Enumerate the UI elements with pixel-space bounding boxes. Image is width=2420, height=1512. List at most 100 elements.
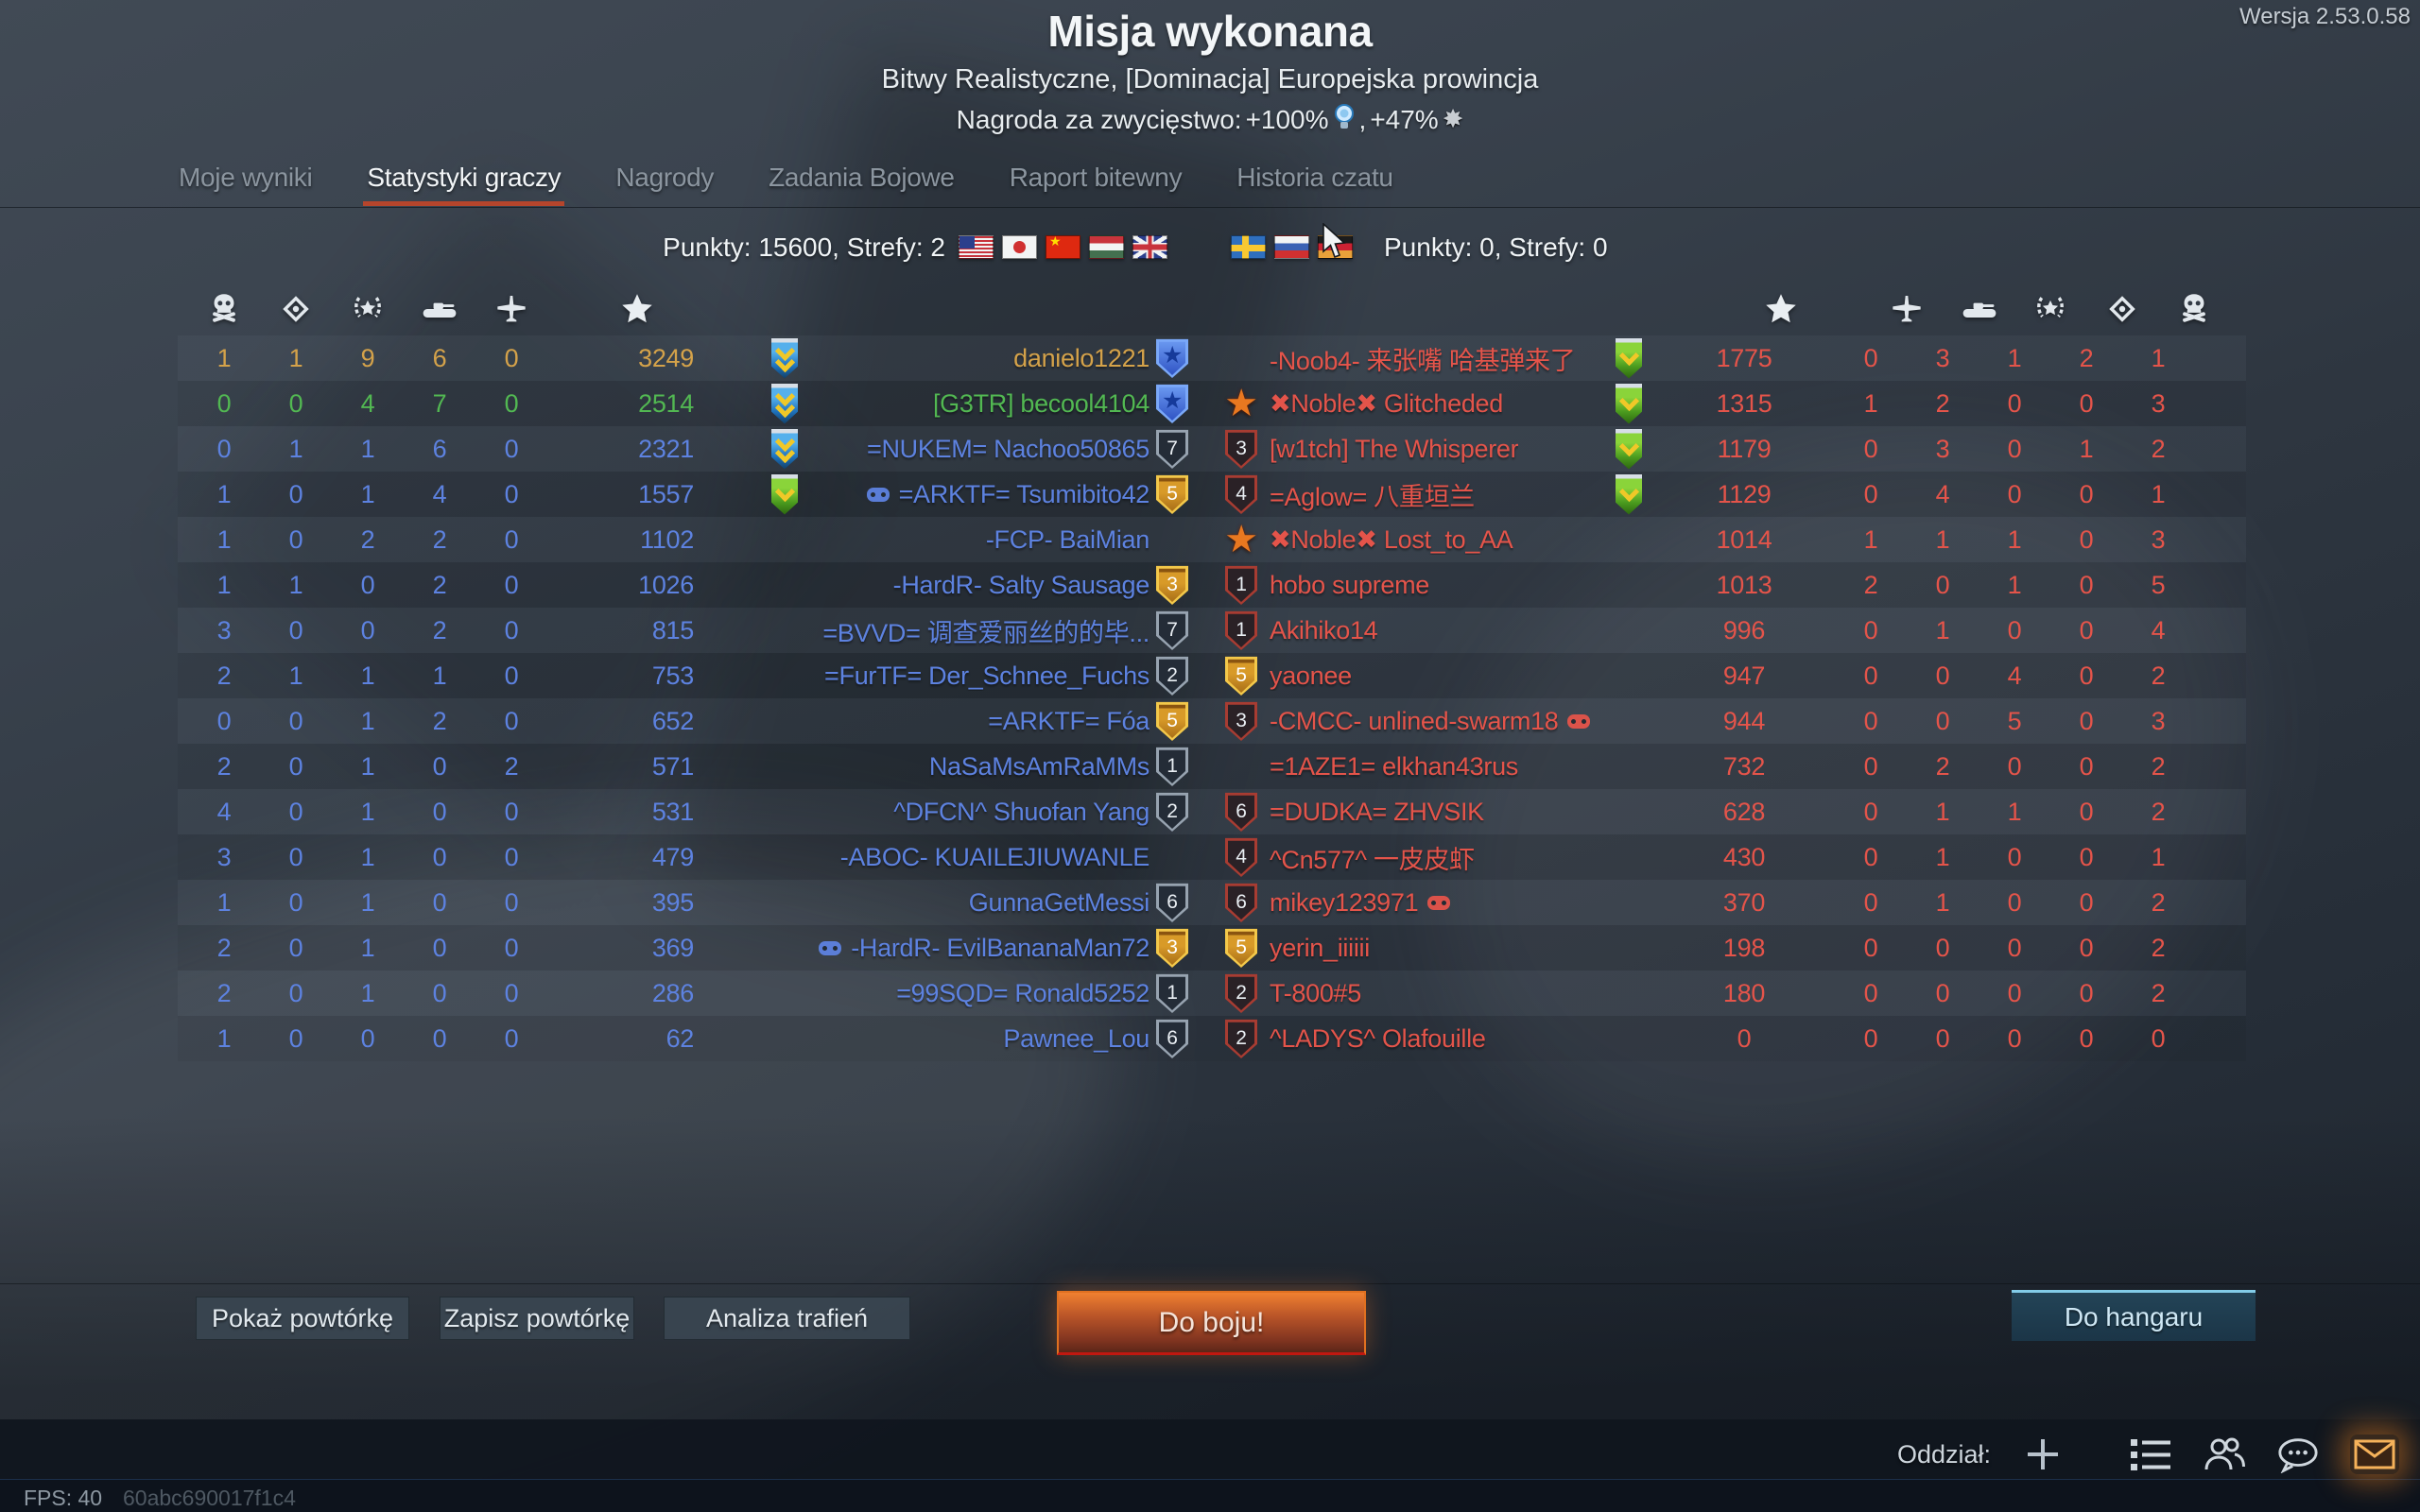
to-hangar-button[interactable]: Do hangaru [2012, 1290, 2256, 1341]
stat-diamond: 1 [2079, 434, 2094, 463]
player-row[interactable]: ★ 4 =Aglow= 八重垣兰 1129 0 4 0 0 1 [1222, 472, 2248, 517]
stat-plane: 0 [504, 524, 519, 554]
player-row[interactable]: 1 1 9 6 0 3249 danielo1221 [178, 335, 1216, 381]
stat-skull: 4 [2151, 615, 2166, 644]
player-row[interactable]: 0 0 4 7 0 2514 [G3TR] becool4104 [178, 381, 1216, 426]
stat-plane: 0 [1863, 343, 1878, 372]
badge-cell: 2 [1153, 653, 1191, 698]
player-score: 395 [651, 887, 694, 917]
player-row[interactable]: 0 0 1 2 0 652 =ARKTF= Fóa 5 [178, 698, 1216, 744]
stat-skull: 3 [216, 842, 232, 871]
stat-wreath: 1 [360, 434, 375, 463]
contacts-icon[interactable] [2203, 1433, 2246, 1476]
player-name-cell: mikey123971 [1270, 888, 1608, 918]
tabs-separator [0, 207, 2420, 208]
tab[interactable]: Moje wyniki [179, 163, 313, 192]
squad-label: Oddział: [1896, 1439, 1991, 1469]
player-row[interactable]: ★ 2 ^LADYS^ Olafouille 0 0 0 0 0 0 [1222, 1016, 2248, 1061]
tab[interactable]: Raport bitewny [1009, 163, 1183, 192]
hit-analysis-button[interactable]: Analiza trafień [664, 1297, 910, 1340]
squadron-level-badge: 6 [1225, 792, 1257, 832]
footer-separator [0, 1283, 2420, 1284]
medal-cell [766, 971, 804, 1016]
victory-reward-line: Nagroda za zwycięstwo: +100% , +47% ✸ [0, 102, 2420, 137]
medal-cell [1610, 1016, 1648, 1061]
player-score: 3249 [638, 343, 694, 372]
stat-wreath: 0 [2007, 933, 2022, 962]
player-name: yaonee [1270, 661, 1352, 690]
player-row[interactable]: ★ 1 hobo supreme 1013 2 0 1 0 5 [1222, 562, 2248, 608]
player-row[interactable]: 3 0 0 2 0 815 =BVVD= 调查爱丽丝的的毕... 7 [178, 608, 1216, 653]
stat-skull: 3 [2151, 706, 2166, 735]
medal-cell [766, 608, 804, 653]
player-row[interactable]: ★ 4 ^Cn577^ 一皮皮虾 430 0 1 0 0 1 [1222, 834, 2248, 880]
player-row[interactable]: ★ 6 =DUDKA= ZHVSIK 628 0 1 1 0 2 [1222, 789, 2248, 834]
squadron-level-badge: 7 [1156, 429, 1188, 469]
player-row[interactable]: 0 1 1 6 0 2321 =NUKEM= Nachoo50865 7 [178, 426, 1216, 472]
stat-skull: 1 [216, 570, 232, 599]
player-row[interactable]: 2 1 1 1 0 753 =FurTF= Der_Schnee_Fuchs 2 [178, 653, 1216, 698]
player-row[interactable]: 3 0 1 0 0 479 -ABOC- KUAILEJIUWANLE [178, 834, 1216, 880]
nation-flag [1274, 235, 1309, 259]
player-row[interactable]: ★ 6 mikey123971 370 0 1 0 0 2 [1222, 880, 2248, 925]
tab[interactable]: Historia czatu [1236, 163, 1393, 192]
player-row[interactable]: 1 0 1 0 0 395 GunnaGetMessi 6 [178, 880, 1216, 925]
player-row[interactable]: 2 0 1 0 0 286 =99SQD= Ronald5252 1 [178, 971, 1216, 1016]
mail-notification-icon[interactable] [2350, 1435, 2399, 1474]
squad-invite-plus-icon[interactable] [2021, 1433, 2065, 1476]
player-row[interactable]: ★ -Noob4- 来张嘴 哈基弹来了 1775 0 3 1 2 1 [1222, 335, 2248, 381]
player-row[interactable]: 2 0 1 0 2 571 NaSaMsAmRaMMs 1 [178, 744, 1216, 789]
player-score: 1315 [1716, 388, 1772, 418]
player-score: 1557 [638, 479, 694, 508]
player-name-cell: [G3TR] becool4104 [811, 389, 1150, 419]
stat-skull: 1 [216, 887, 232, 917]
left-team-score: Punkty: 15600, Strefy: 2 [663, 232, 945, 262]
chat-icon[interactable] [2276, 1433, 2320, 1476]
silver-lion-icon: ✸ [1442, 105, 1464, 133]
badge-cell: ★ 4 [1222, 472, 1260, 517]
badge-cell: ★ 1 [1222, 608, 1260, 653]
plane-icon-right [1871, 289, 1943, 329]
battle-tasks-list-icon[interactable] [2129, 1433, 2172, 1476]
player-name: T-800#5 [1270, 978, 1361, 1007]
player-row[interactable]: ★ ✖Noble✖ Glitcheded 1315 1 2 0 0 3 [1222, 381, 2248, 426]
fps-counter: FPS: 40 [24, 1486, 103, 1510]
tab[interactable]: Zadania Bojowe [769, 163, 955, 192]
player-name-cell: =NUKEM= Nachoo50865 [811, 435, 1150, 464]
stat-skull: 2 [2151, 797, 2166, 826]
player-row[interactable]: ★ 5 yaonee 947 0 0 4 0 2 [1222, 653, 2248, 698]
squadron-level-badge: 1 [1225, 565, 1257, 605]
player-row[interactable]: ★ 1 Akihiko14 996 0 1 0 0 4 [1222, 608, 2248, 653]
mission-title: Misja wykonana [1047, 7, 1373, 56]
nation-flag [1002, 235, 1037, 259]
stat-skull: 5 [2151, 570, 2166, 599]
badge-cell: 1 [1153, 971, 1191, 1016]
stat-plane: 0 [504, 615, 519, 644]
player-row[interactable]: 2 0 1 0 0 369 -HardR- EvilBananaMan72 3 [178, 925, 1216, 971]
player-row[interactable]: 1 1 0 2 0 1026 -HardR- Salty Sausage 3 [178, 562, 1216, 608]
save-replay-button[interactable]: Zapisz powtórkę [440, 1297, 634, 1340]
stat-wreath: 1 [360, 661, 375, 690]
battle-medal-icon [1616, 337, 1642, 379]
player-row[interactable]: ★ 2 T-800#5 180 0 0 0 0 2 [1222, 971, 2248, 1016]
player-row[interactable]: 1 0 0 0 0 62 Pawnee_Lou 6 [178, 1016, 1216, 1061]
player-row[interactable]: ★ 5 yerin_iiiiii 198 0 0 0 0 2 [1222, 925, 2248, 971]
player-row[interactable]: ★ 3 -CMCC- unlined-swarm18 944 0 0 5 0 3 [1222, 698, 2248, 744]
player-row[interactable]: 4 0 1 0 0 531 ^DFCN^ Shuofan Yang 2 [178, 789, 1216, 834]
badge-cell [1153, 335, 1191, 381]
stat-plane: 0 [504, 343, 519, 372]
squadron-level-badge: 3 [1156, 565, 1188, 605]
stat-skull: 3 [2151, 524, 2166, 554]
tab[interactable]: Nagrody [615, 163, 715, 192]
badge-cell: ★ [1222, 335, 1260, 381]
player-row[interactable]: 1 0 1 4 0 1557 =ARKTF= Tsumibito42 5 [178, 472, 1216, 517]
player-row[interactable]: ★ 3 [w1tch] The Whisperer 1179 0 3 0 1 2 [1222, 426, 2248, 472]
nation-flag [1132, 235, 1167, 259]
tab[interactable]: Statystyki graczy [363, 155, 565, 206]
player-name: mikey123971 [1270, 887, 1419, 917]
show-replay-button[interactable]: Pokaż powtórkę [196, 1297, 409, 1340]
player-row[interactable]: ★ =1AZE1= elkhan43rus 732 0 2 0 0 2 [1222, 744, 2248, 789]
player-row[interactable]: ★ ✖Noble✖ Lost_to_AA 1014 1 1 1 0 3 [1222, 517, 2248, 562]
to-battle-button[interactable]: Do boju! [1057, 1291, 1366, 1355]
player-row[interactable]: 1 0 2 2 0 1102 -FCP- BaiMian [178, 517, 1216, 562]
